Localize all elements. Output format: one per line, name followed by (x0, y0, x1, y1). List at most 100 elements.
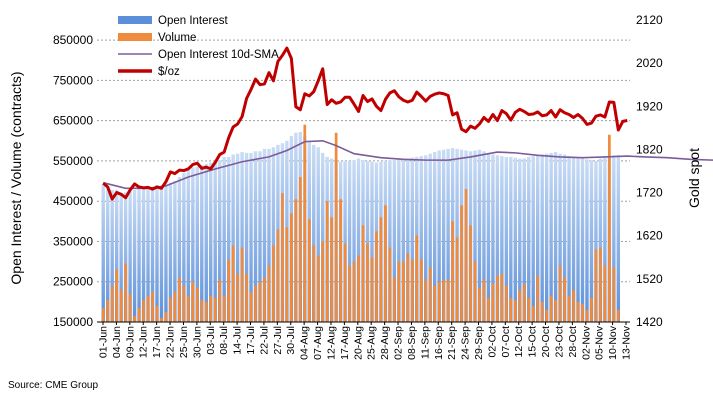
volume-bar (401, 261, 405, 322)
x-tick-label: 14-Jul (232, 326, 244, 355)
volume-bar (146, 295, 150, 322)
open-interest-bar (191, 167, 195, 322)
y2-tick-label: 1920 (636, 99, 663, 113)
volume-bar (285, 227, 289, 322)
volume-bar (540, 301, 544, 322)
volume-bar (249, 291, 253, 322)
open-interest-bar (535, 155, 540, 322)
open-interest-bar (571, 156, 576, 322)
open-interest-bar (186, 168, 191, 322)
volume-bar (370, 257, 374, 322)
legend-label: Open Interest (158, 15, 228, 27)
open-interest-bar (352, 160, 356, 322)
source-note: Source: CME Group (8, 380, 99, 391)
open-interest-bar (441, 149, 446, 322)
volume-bar (410, 259, 414, 322)
volume-bar (191, 281, 195, 322)
volume-bar (455, 237, 459, 322)
volume-bar (527, 297, 531, 322)
volume-bar (509, 297, 513, 322)
volume-bar (339, 199, 342, 322)
open-interest-bar (553, 152, 558, 322)
volume-bar (473, 261, 477, 322)
open-interest-bar (258, 151, 262, 322)
open-interest-bar (562, 154, 567, 322)
volume-bar (204, 301, 208, 322)
volume-bar (491, 283, 495, 322)
open-interest-bar (437, 150, 441, 322)
open-interest-bar (200, 164, 204, 322)
volume-bar (182, 285, 186, 322)
volume-bar (258, 281, 262, 322)
volume-bar (366, 243, 369, 322)
volume-bar (384, 205, 387, 322)
volume-bar (442, 279, 445, 322)
x-tick-label: 17-Jun (151, 326, 163, 358)
volume-bar (106, 299, 110, 322)
open-interest-bar (195, 166, 200, 322)
volume-bar (469, 225, 472, 322)
x-tick-label: 03-Jul (205, 326, 217, 355)
open-interest-bar (540, 154, 544, 322)
open-interest-bar (406, 158, 410, 322)
x-tick-label: 29-Sep (473, 326, 485, 360)
open-interest-bar (598, 158, 603, 322)
open-interest-bar (226, 156, 231, 322)
open-interest-bar (114, 189, 119, 322)
x-tick-label: 28-Aug (379, 326, 391, 360)
open-interest-bar (312, 144, 316, 322)
y-tick-label: 450000 (53, 194, 93, 208)
open-interest-bar (455, 148, 459, 322)
volume-bar (209, 295, 213, 322)
volume-bar (585, 309, 589, 322)
volume-bar (567, 295, 571, 322)
volume-bar (178, 277, 181, 322)
legend-label: Volume (158, 32, 196, 44)
open-interest-bar (231, 154, 235, 322)
open-interest-bar (576, 157, 580, 322)
y-tick-label: 250000 (53, 275, 93, 289)
open-interest-bar (410, 157, 414, 322)
x-tick-label: 30-Jul (285, 326, 297, 355)
x-tick-label: 27-Jul (272, 326, 284, 355)
volume-bar (406, 253, 410, 322)
x-tick-label: 23-Oct (553, 326, 565, 358)
open-interest-bar (612, 155, 616, 322)
open-interest-bar (240, 152, 244, 322)
open-interest-bar (603, 156, 607, 322)
y2-tick-label: 1720 (636, 186, 663, 200)
open-interest-bar (222, 156, 226, 322)
open-interest-bar (513, 157, 518, 322)
y2-axis-label: Gold spot (686, 148, 702, 208)
x-tick-label: 12-Oct (513, 326, 525, 358)
volume-bar (357, 255, 360, 322)
y2-tick-label: 1520 (636, 272, 663, 286)
open-interest-bar (123, 192, 128, 322)
volume-bar (290, 213, 293, 322)
x-tick-label: 12-Jun (138, 326, 150, 358)
x-tick-label: 17-Aug (339, 326, 351, 360)
volume-bar (397, 261, 401, 322)
volume-bar (581, 303, 584, 322)
volume-bar (464, 189, 468, 322)
open-interest-bar (209, 162, 213, 322)
x-tick-label: 20-Aug (352, 326, 364, 360)
volume-bar (169, 297, 172, 322)
volume-bar (478, 287, 481, 322)
open-interest-bar (159, 185, 164, 322)
volume-bar (195, 287, 199, 322)
open-interest-bar (477, 149, 482, 322)
volume-bar (173, 291, 177, 322)
open-interest-bar (249, 152, 253, 322)
x-tick-label: 05-Nov (594, 325, 606, 360)
volume-bar (608, 134, 611, 322)
open-interest-bar (527, 156, 531, 322)
y-tick-label: 150000 (53, 315, 93, 329)
volume-bar (119, 289, 123, 322)
series-lines (102, 46, 713, 201)
volume-bar (254, 285, 257, 322)
volume-bar (424, 279, 428, 322)
volume-bar (352, 261, 356, 322)
volume-bar (594, 249, 598, 322)
open-interest-bar (141, 187, 146, 322)
